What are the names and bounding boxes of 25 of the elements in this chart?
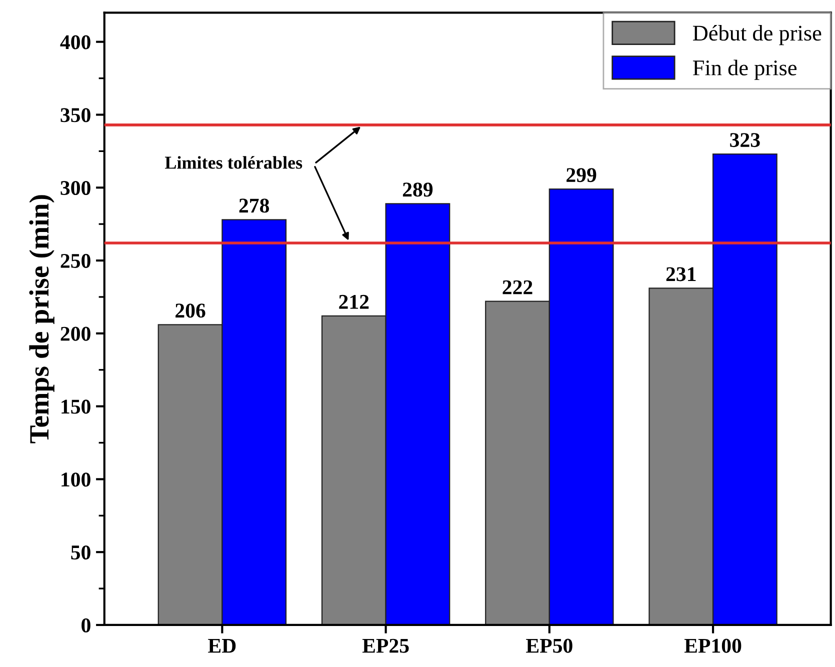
x-tick-label: EP100 xyxy=(684,638,742,653)
y-tick-label: 150 xyxy=(62,400,90,414)
legend-label: Début de prise xyxy=(692,25,822,46)
y-tick-label: 100 xyxy=(62,472,90,487)
data-label: 222 xyxy=(502,280,532,294)
data-label: 231 xyxy=(666,267,696,282)
data-label: 212 xyxy=(339,294,369,309)
data-label: 289 xyxy=(402,182,433,197)
y-tick-label: 350 xyxy=(60,108,90,122)
data-label: 299 xyxy=(566,168,596,182)
annotation: Limites tolérables xyxy=(164,156,302,169)
y-tick-label: 300 xyxy=(60,180,90,196)
data-label: 206 xyxy=(176,304,206,318)
legend-label: Fin de prise xyxy=(692,60,796,80)
y-tick-label: 50 xyxy=(71,545,90,560)
x-tick-label: ED xyxy=(208,638,236,653)
x-tick-label: EP25 xyxy=(362,638,409,653)
x-tick-label: EP50 xyxy=(526,638,572,653)
y-tick-label: 200 xyxy=(60,326,90,341)
y-tick-label: 250 xyxy=(60,254,90,268)
y-tick-label: 0 xyxy=(82,618,90,632)
data-label: 278 xyxy=(239,198,270,213)
y-axis-title: Temps de prise (min) xyxy=(29,195,54,444)
data-label: 323 xyxy=(730,133,760,148)
y-tick-label: 400 xyxy=(60,35,90,50)
